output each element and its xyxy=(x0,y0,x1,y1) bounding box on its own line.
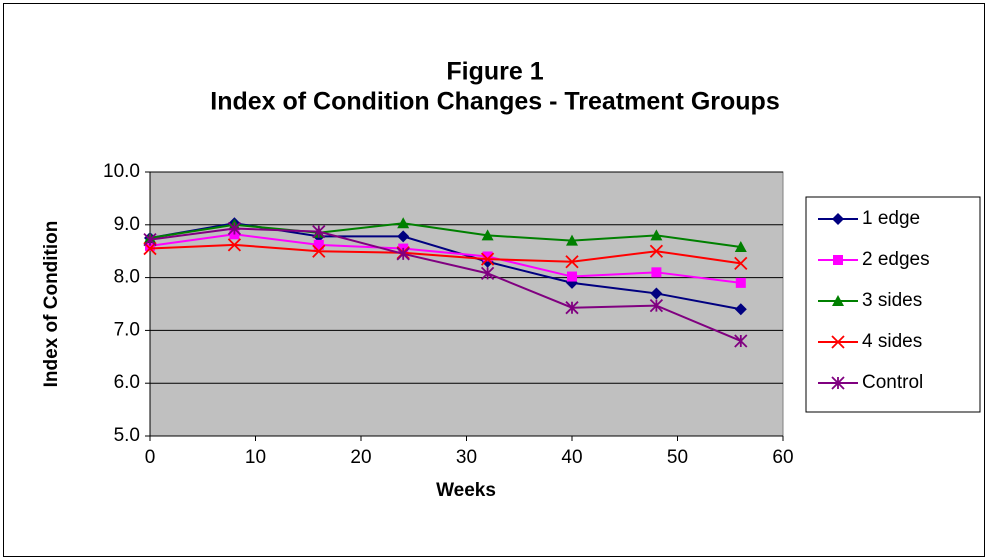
marker xyxy=(143,232,157,247)
y-tick-label: 10.0 xyxy=(103,161,140,182)
x-axis-title: Weeks xyxy=(436,480,496,501)
legend-label: 4 sides xyxy=(862,331,922,352)
x-tick-label: 60 xyxy=(772,447,793,468)
series-line xyxy=(149,222,741,248)
marker xyxy=(734,303,747,316)
marker xyxy=(482,251,493,262)
marker xyxy=(735,277,746,288)
marker xyxy=(650,287,663,300)
plot-area xyxy=(149,171,784,437)
marker xyxy=(396,247,410,261)
marker xyxy=(227,221,242,236)
series-line xyxy=(149,243,741,265)
marker xyxy=(566,234,578,246)
marker xyxy=(480,266,495,281)
marker xyxy=(734,256,748,270)
marker xyxy=(567,271,577,282)
marker xyxy=(312,225,326,239)
y-tick-label: 6.0 xyxy=(114,372,140,393)
marker xyxy=(145,240,155,251)
legend-label: Control xyxy=(862,372,923,393)
marker xyxy=(649,244,664,258)
y-tick-label: 9.0 xyxy=(114,214,140,235)
marker xyxy=(651,267,662,278)
marker xyxy=(313,239,324,250)
legend-marker xyxy=(832,213,844,225)
y-tick-label: 5.0 xyxy=(114,425,140,446)
series-line xyxy=(149,233,741,284)
x-tick-label: 50 xyxy=(667,447,688,468)
y-axis-title: Index of Condition xyxy=(41,221,62,388)
marker xyxy=(649,298,664,313)
legend-label: 1 edge xyxy=(862,208,920,229)
y-tick-label: 7.0 xyxy=(114,319,140,340)
marker xyxy=(734,240,747,252)
legend-marker xyxy=(831,335,845,349)
marker xyxy=(565,301,579,315)
x-tick-label: 0 xyxy=(145,447,156,468)
legend-marker xyxy=(833,255,843,265)
marker xyxy=(227,238,242,252)
legend-marker xyxy=(832,295,844,306)
x-tick-label: 30 xyxy=(456,447,477,468)
y-tick-label: 8.0 xyxy=(114,267,140,288)
marker xyxy=(480,252,495,266)
legend-marker xyxy=(831,376,845,390)
chart-subtitle: Index of Condition Changes - Treatment G… xyxy=(210,88,779,116)
legend-label: 3 sides xyxy=(862,290,922,311)
series-line xyxy=(149,227,742,342)
marker xyxy=(397,230,410,243)
marker xyxy=(734,334,748,348)
marker xyxy=(397,217,410,229)
x-tick-label: 40 xyxy=(561,447,582,468)
marker xyxy=(312,244,326,258)
legend-label: 2 edges xyxy=(862,249,930,270)
x-tick-label: 20 xyxy=(350,447,371,468)
marker xyxy=(650,229,663,241)
chart-title: Figure 1 xyxy=(446,58,543,86)
x-tick-label: 10 xyxy=(245,447,266,468)
marker xyxy=(481,229,494,241)
marker xyxy=(565,255,579,269)
